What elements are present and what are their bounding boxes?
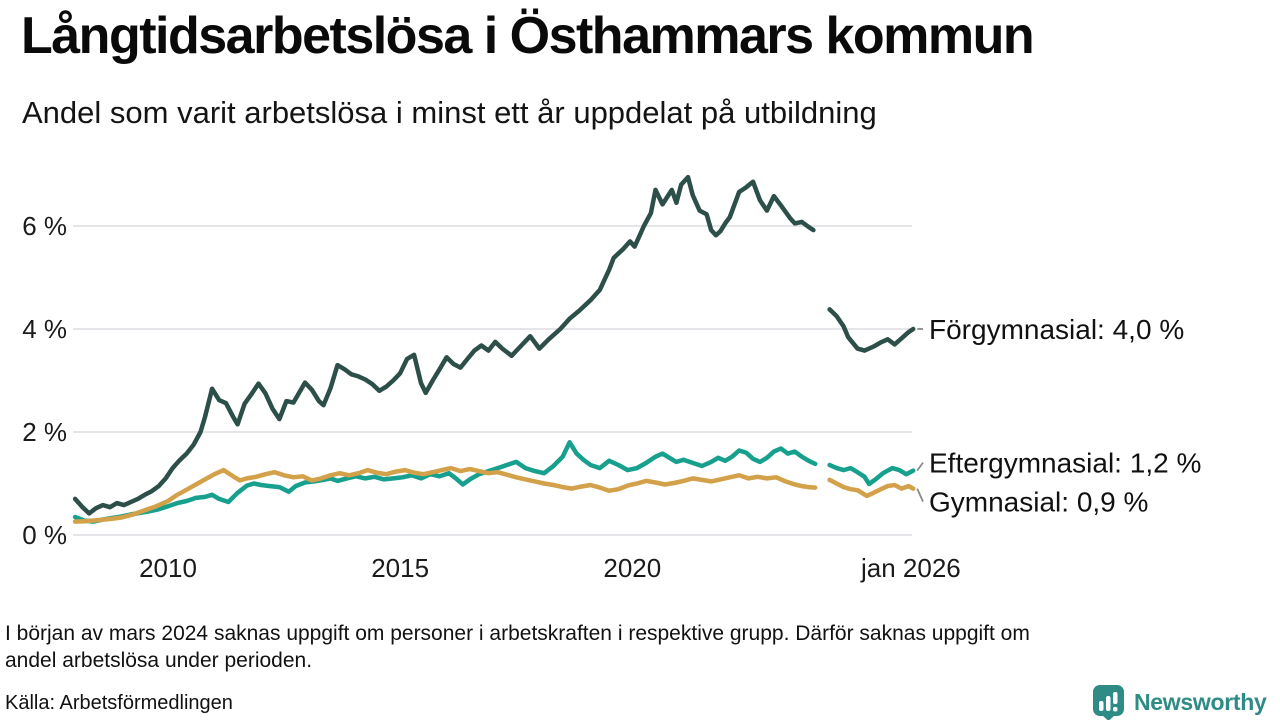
- label-connector-gymnasial: [916, 488, 924, 503]
- footnote-line-2: andel arbetslösa under perioden.: [5, 648, 313, 672]
- series-label-eftergymnasial: Eftergymnasial: 1,2 %: [929, 447, 1201, 478]
- series-layer: [72, 174, 916, 524]
- x-tick-label: 2020: [603, 553, 661, 583]
- annotation-layer: Förgymnasial: 4,0 % Eftergymnasial: 1,2 %…: [916, 314, 1201, 517]
- x-tick-label: jan 2026: [860, 553, 961, 583]
- series-path-gymnasial: [72, 465, 818, 524]
- newsworthy-logo: Newsworthy: [1092, 684, 1267, 720]
- x-tick-label: 2010: [139, 553, 197, 583]
- source-note: Källa: Arbetsförmedlingen: [5, 692, 233, 714]
- footnote: I början av mars 2024 saknas uppgift om …: [5, 621, 1265, 675]
- newsworthy-logo-icon: [1093, 685, 1124, 720]
- series-label-gymnasial: Gymnasial: 0,9 %: [929, 486, 1148, 517]
- grid-layer: [73, 225, 912, 536]
- series-label-forgymnasial: Förgymnasial: 4,0 %: [929, 314, 1184, 345]
- page-title: Långtidsarbetslösa i Östhammars kommun: [21, 7, 1035, 65]
- y-tick-label: 6 %: [22, 211, 67, 241]
- newsworthy-logo-text: Newsworthy: [1134, 689, 1267, 715]
- series-path-forgymnasial: [827, 307, 916, 353]
- series-path-eftergymnasial: [827, 462, 916, 487]
- series-path-gymnasial: [827, 477, 916, 499]
- series-path-forgymnasial: [72, 174, 816, 516]
- label-connector-eftergymnasial: [916, 462, 924, 472]
- x-tick-label: 2015: [371, 553, 429, 583]
- y-tick-label: 0 %: [22, 520, 67, 550]
- y-tick-label: 4 %: [22, 314, 67, 344]
- footnote-line-1: I början av mars 2024 saknas uppgift om …: [5, 622, 1030, 645]
- y-tick-label: 2 %: [22, 417, 67, 447]
- page-subtitle: Andel som varit arbetslösa i minst ett å…: [22, 95, 877, 130]
- axis-layer: 0 % 2 % 4 % 6 % 2010 2015 2020 jan 2026: [22, 211, 961, 583]
- series-path-eftergymnasial: [72, 440, 818, 524]
